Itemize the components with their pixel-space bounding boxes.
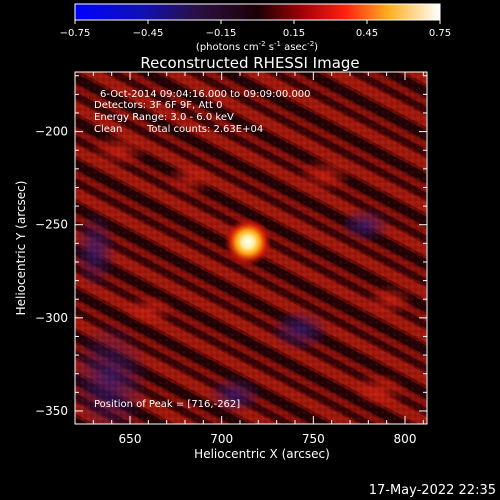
colorbar-tick-label: 0.45: [356, 28, 378, 39]
colorbar-tick-label: −0.45: [133, 28, 164, 39]
x-tick-label: 650: [119, 432, 142, 446]
peak-source: [224, 218, 272, 267]
x-tick-label: 800: [394, 432, 417, 446]
plot-frame: [74, 71, 428, 425]
x-tick-label: 750: [302, 432, 325, 446]
colorbar-tick-label: 0.15: [283, 28, 305, 39]
y-tick-label: −300: [35, 311, 68, 325]
y-tick-label: −250: [35, 218, 68, 232]
x-tick-label: 700: [210, 432, 233, 446]
detectors-label: Detectors: 3F 6F 9F, Att 0: [94, 100, 222, 111]
y-axis-label: Heliocentric Y (arcsec): [14, 181, 28, 316]
colorbar-ticks: −0.75 −0.45 −0.15 0.15 0.45 0.75: [60, 20, 451, 39]
y-tick-label: −350: [35, 404, 68, 418]
x-axis-label: Heliocentric X (arcsec): [194, 447, 330, 461]
y-tick-label: −200: [35, 125, 68, 139]
clean-label: Clean: [94, 124, 122, 135]
colorbar-tick-label: −0.15: [206, 28, 237, 39]
colorbar: [74, 3, 441, 21]
peak-position-label: Position of Peak = [716,-262]: [94, 399, 240, 410]
colorbar-tick-label: −0.75: [60, 28, 91, 39]
time-range-label: 6-Oct-2014 09:04:16.000 to 09:09:00.000: [100, 89, 311, 100]
colorbar-unit-label: (photons cm-2 s-1 asec-2): [196, 40, 318, 53]
total-counts-label: Total counts: 2.63E+04: [146, 124, 263, 135]
image-area: [75, 72, 427, 424]
colorbar-tick-label: 0.75: [429, 28, 451, 39]
energy-range-label: Energy Range: 3.0 - 6.0 keV: [94, 112, 234, 123]
axis-ticks: 650 700 750 800 −200 −250 −300 −350: [35, 72, 427, 446]
plot-title: Reconstructed RHESSI Image: [140, 54, 359, 72]
footer-timestamp: 17-May-2022 22:35: [369, 483, 496, 498]
